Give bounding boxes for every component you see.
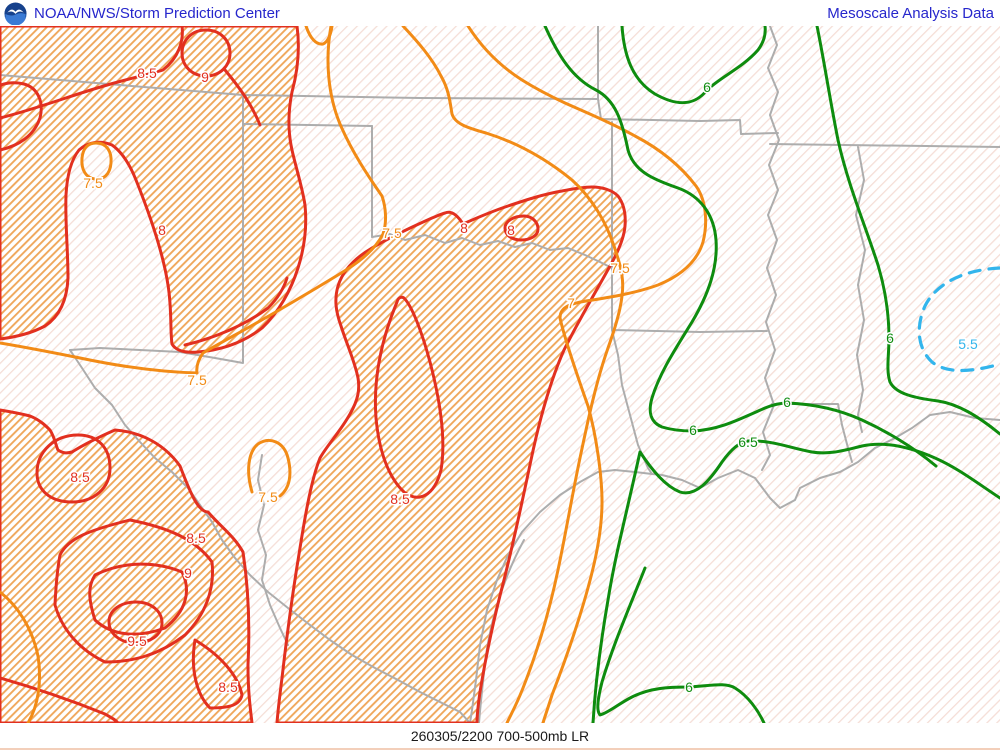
lapse-rate-map-svg: 8.5 9 8 8 8 8.5 8.5 8.5 9 9.5 8.5 7.5 7.5 7.5 7 7.5 7.5 6… <box>0 24 1000 725</box>
contour-85-9-95-line <box>503 214 540 242</box>
contour-7-75-line <box>304 24 334 46</box>
contour-85-9-95-line <box>35 433 112 504</box>
contour-85-9-95-line <box>0 676 120 725</box>
contour-label-6: 6 <box>703 79 711 95</box>
contour-6-65 <box>543 24 1000 725</box>
hatched-region-northwest <box>0 26 306 353</box>
contour-55-dashed <box>917 266 1000 373</box>
contour-6-65-line <box>815 24 1000 436</box>
contour-55-dashed-line <box>917 266 1000 373</box>
contour-label-6: 6 <box>689 422 697 438</box>
contour-label-7.5: 7.5 <box>382 225 402 241</box>
header-right-link[interactable]: Mesoscale Analysis Data <box>827 4 994 22</box>
contour-label-8.5: 8.5 <box>186 530 206 546</box>
contour-85-9-95-line <box>88 562 188 636</box>
contour-label-6: 6 <box>886 330 894 346</box>
header-bar: NOAA/NWS/Storm Prediction Center Mesosca… <box>0 0 1000 26</box>
contour-6-65-line <box>596 566 766 725</box>
contour-label-7.5: 7.5 <box>258 489 278 505</box>
contour-label-9.5: 9.5 <box>127 633 147 649</box>
contour-label-8.5: 8.5 <box>218 679 238 695</box>
contour-8-boundary-line <box>0 24 308 354</box>
contour-8-boundary-line <box>0 408 254 725</box>
contour-85-9-95-line <box>107 600 164 645</box>
contour-label-5.5: 5.5 <box>958 336 978 352</box>
contour-label-9: 9 <box>184 565 192 581</box>
contour-label-7: 7 <box>567 295 575 311</box>
contour-6-65-line <box>543 24 938 468</box>
contour-label-7.5: 7.5 <box>610 260 630 276</box>
contour-7-75-line <box>0 24 387 375</box>
contour-7-75-line <box>80 141 113 181</box>
contour-label-8: 8 <box>158 222 166 238</box>
contour-85-9-95-line <box>0 24 184 120</box>
contour-label-7.5: 7.5 <box>83 175 103 191</box>
contour-label-6.5: 6.5 <box>738 434 758 450</box>
map-caption: 260305/2200 700-500mb LR <box>410 728 590 744</box>
contour-7-75-line <box>247 439 292 498</box>
contour-label-8.5: 8.5 <box>137 65 157 81</box>
contour-label-6: 6 <box>685 679 693 695</box>
lapse-rate-ge8-hatched-regions <box>0 26 626 723</box>
contour-85-9-95-line <box>191 638 244 710</box>
contour-6-65-line <box>591 439 1000 725</box>
contour-85-9-95-line <box>223 68 262 127</box>
contour-85-9-95-line <box>53 518 215 664</box>
mesoanalysis-map: 8.5 9 8 8 8 8.5 8.5 8.5 9 9.5 8.5 7.5 7.5 7.5 7 7.5 7.5 6… <box>0 24 1000 725</box>
header-title-link[interactable]: NOAA/NWS/Storm Prediction Center <box>34 4 280 22</box>
contour-7-75-line <box>0 590 42 725</box>
contour-label-9: 9 <box>201 69 209 85</box>
contour-label-6: 6 <box>783 394 791 410</box>
contour-6-65-line <box>620 24 767 105</box>
contour-85-9-95-line <box>183 276 289 347</box>
contour-7-75-line <box>466 24 708 725</box>
contour-label-7.5: 7.5 <box>187 372 207 388</box>
contour-8-boundary-line <box>275 185 627 725</box>
contour-85-9-95-line <box>180 28 232 78</box>
contour-label-8: 8 <box>460 220 468 236</box>
contour-85-9-95-line <box>0 81 43 152</box>
contour-label-8: 8 <box>507 222 515 238</box>
contour-labels: 8.5 9 8 8 8 8.5 8.5 8.5 9 9.5 8.5 7.5 7.5 7.5 7 7.5 7.5 6… <box>69 64 980 697</box>
contour-label-8.5: 8.5 <box>390 491 410 507</box>
noaa-logo-icon <box>4 1 27 25</box>
contour-7-75 <box>0 24 708 725</box>
contour-85-9-95 <box>0 24 540 725</box>
contour-7-75-line <box>401 24 625 725</box>
contour-label-8.5: 8.5 <box>70 469 90 485</box>
contour-8-boundary <box>0 24 627 725</box>
footer-bar: 260305/2200 700-500mb LR <box>0 723 1000 750</box>
contour-85-9-95-line <box>373 295 445 499</box>
hatched-region-central <box>277 187 626 723</box>
